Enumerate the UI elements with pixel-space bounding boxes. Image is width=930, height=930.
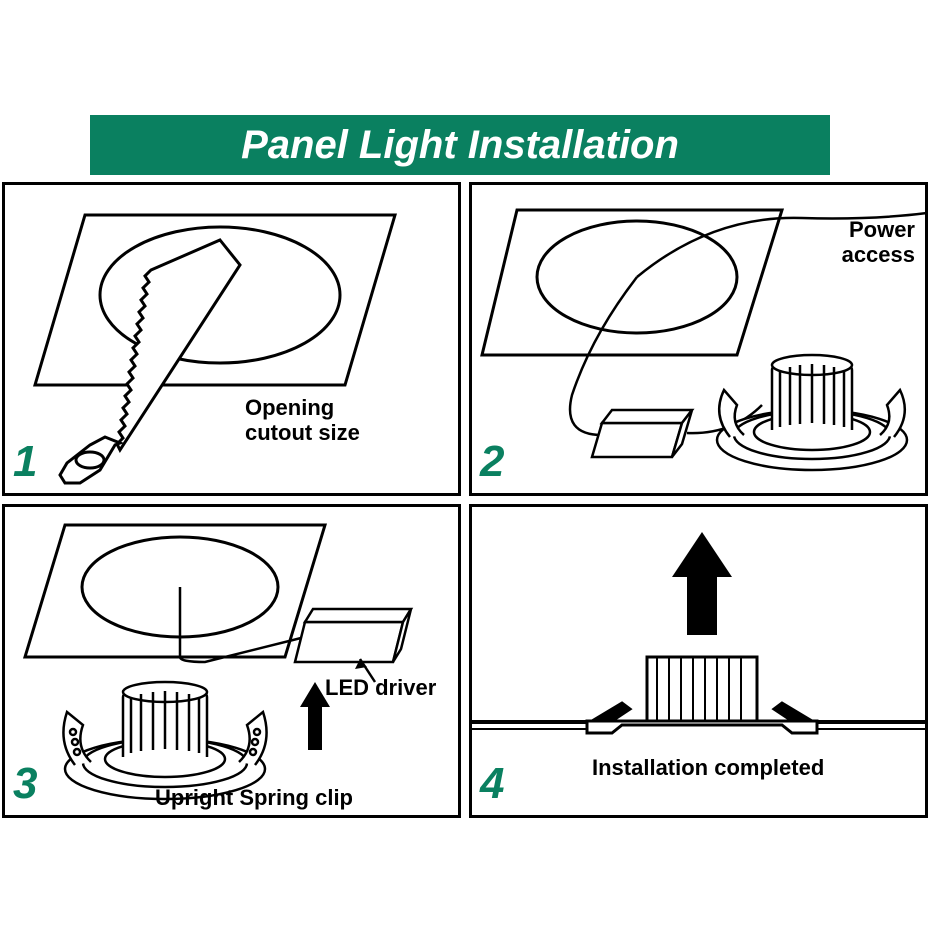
step3-diagram [5,507,460,817]
step2-label: Power access [842,217,915,268]
step3-label-driver: LED driver [325,675,436,700]
step3-label-spring: Upright Spring clip [155,785,353,810]
title-bar: Panel Light Installation [90,115,830,175]
step4-label: Installation completed [592,755,824,780]
step-4: Installation completed 4 [469,504,928,818]
step1-number: 1 [13,437,37,487]
steps-grid: Opening cutout size 1 [2,182,928,818]
step1-diagram [5,185,460,495]
step-1: Opening cutout size 1 [2,182,461,496]
step4-number: 4 [480,759,504,809]
step3-number: 3 [13,759,37,809]
step-3: LED driver Upright Spring clip 3 [2,504,461,818]
step1-label: Opening cutout size [245,395,360,446]
step2-number: 2 [480,437,504,487]
title-text: Panel Light Installation [241,123,679,168]
step-2: Power access 2 [469,182,928,496]
